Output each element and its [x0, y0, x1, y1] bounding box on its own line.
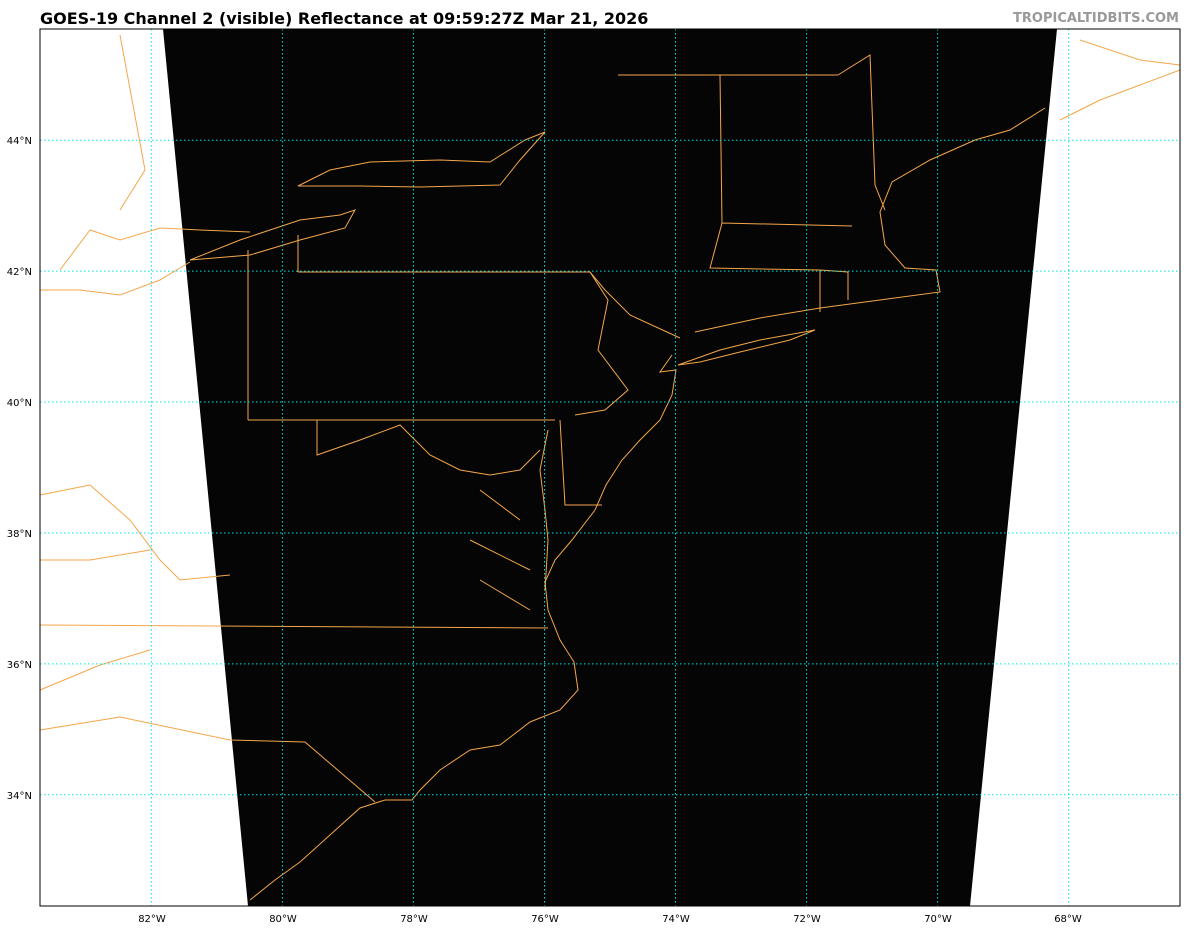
lon-label-76w: 76°W — [531, 914, 559, 925]
lon-label-72w: 72°W — [793, 914, 821, 925]
lat-label-36n: 36°N — [6, 660, 32, 671]
state-border-pa-nj — [574, 271, 629, 416]
lat-label-42n: 42°N — [6, 267, 32, 278]
borders — [39, 34, 1181, 901]
state-border-wv — [316, 420, 541, 476]
lat-label-44n: 44°N — [6, 136, 32, 147]
lon-label-78w: 78°W — [400, 914, 428, 925]
state-border-pa-ny — [298, 271, 681, 339]
lake-ontario — [297, 131, 546, 188]
lon-label-70w: 70°W — [924, 914, 952, 925]
lake-erie — [189, 209, 357, 261]
atlantic-coastline — [249, 354, 677, 901]
great-lakes-west — [40, 227, 251, 296]
lon-label-82w: 82°W — [138, 914, 166, 925]
lat-label-38n: 38°N — [6, 529, 32, 540]
watermark: TROPICALTIDBITS.COM — [1013, 11, 1179, 26]
lon-label-68w: 68°W — [1054, 914, 1082, 925]
state-border-new-england — [618, 54, 886, 312]
lon-label-80w: 80°W — [269, 914, 297, 925]
state-border-de-md — [559, 419, 602, 506]
lat-label-40n: 40°N — [6, 398, 32, 409]
western-borders — [39, 34, 231, 691]
state-border-nc-sc — [39, 716, 376, 803]
imagery-swath — [163, 29, 1057, 906]
state-border-pa-south — [247, 235, 555, 421]
new-england-coast — [694, 107, 1046, 333]
long-island — [677, 329, 816, 366]
state-border-va-nc — [39, 624, 549, 629]
chesapeake — [469, 429, 549, 611]
canada-coast — [1059, 39, 1181, 121]
map-frame — [39, 28, 1181, 907]
map-title: GOES-19 Channel 2 (visible) Reflectance … — [40, 9, 649, 28]
lon-label-74w: 74°W — [662, 914, 690, 925]
lat-label-34n: 34°N — [6, 791, 32, 802]
